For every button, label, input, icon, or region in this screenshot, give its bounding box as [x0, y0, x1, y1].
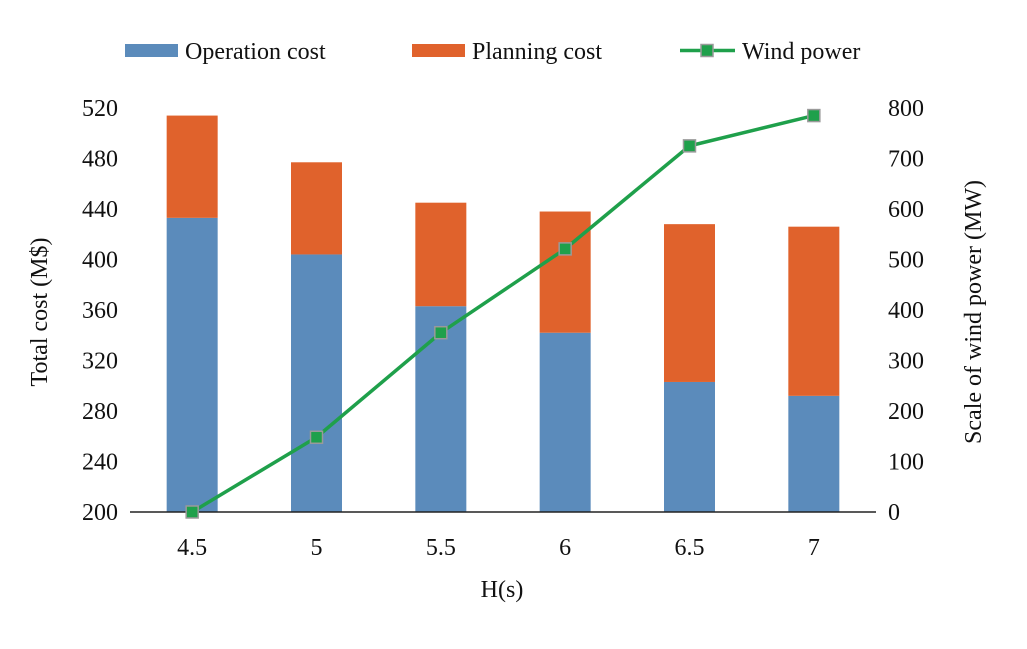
legend-label-planning-cost: Planning cost	[472, 39, 602, 65]
y-axis-title: Total cost (M$)	[27, 238, 53, 387]
wind-power-marker-6	[558, 242, 572, 256]
y2-tick-label: 600	[888, 197, 924, 223]
x-tick-label: 5	[311, 535, 323, 561]
legend-swatch-planning-cost	[412, 44, 465, 57]
y2-tick-label: 400	[888, 298, 924, 324]
y-tick-label: 480	[82, 147, 118, 173]
x-tick-label: 6.5	[675, 535, 705, 561]
x-tick-label: 4.5	[177, 535, 207, 561]
bar-operation-cost-4.5	[166, 217, 218, 512]
y2-tick-label: 500	[888, 248, 924, 274]
wind-power-marker-5	[309, 430, 324, 445]
y-tick-label: 520	[82, 96, 118, 122]
y2-tick-label: 200	[888, 399, 924, 425]
y-tick-label: 280	[82, 399, 118, 425]
wind-power-marker-6.5	[682, 139, 697, 153]
wind-power-line-layer	[185, 108, 821, 519]
y-tick-label: 400	[82, 248, 118, 274]
y-tick-label: 440	[82, 197, 118, 223]
labels-layer: 200 240 280 320 360 400 440 480 520 0 100 200 300 400…	[27, 96, 987, 603]
y2-tick-label: 100	[888, 450, 924, 476]
y2-axis-title: Scale of wind power (MW)	[961, 180, 987, 444]
bar-operation-cost-5	[291, 254, 342, 512]
wind-power-line	[191, 113, 815, 514]
x-tick-label: 7	[808, 535, 820, 561]
y-tick-label: 360	[82, 298, 118, 324]
bar-operation-cost-6	[539, 332, 591, 512]
bar-planning-cost-4.5	[166, 115, 218, 218]
legend-swatch-operation-cost	[125, 44, 178, 57]
y2-tick-label: 700	[888, 147, 924, 173]
bar-operation-cost-7	[788, 395, 840, 512]
wind-power-marker-5.5	[434, 325, 448, 340]
bar-operation-cost-6.5	[664, 381, 715, 512]
bar-planning-cost-6.5	[664, 224, 715, 382]
y-tick-label: 240	[82, 450, 118, 476]
legend-label-wind-power: Wind power	[742, 39, 860, 65]
legend-marker-wind-power	[700, 43, 714, 58]
bars-layer	[166, 115, 840, 512]
legend-label-operation-cost: Operation cost	[185, 39, 326, 65]
bar-planning-cost-5	[291, 162, 342, 255]
bar-planning-cost-6	[539, 211, 591, 333]
bar-planning-cost-5.5	[415, 202, 467, 307]
x-tick-label: 6	[559, 535, 571, 561]
wind-power-marker-4.5	[185, 505, 199, 519]
y2-tick-label: 300	[888, 349, 924, 375]
bar-planning-cost-7	[788, 226, 840, 396]
x-axis-title: H(s)	[481, 577, 524, 603]
y2-tick-label: 0	[888, 500, 900, 526]
legend: Operation cost Planning cost Wind power	[125, 39, 860, 65]
y-tick-label: 320	[82, 349, 118, 375]
y2-tick-label: 800	[888, 96, 924, 122]
bar-operation-cost-5.5	[415, 306, 467, 512]
y-tick-label: 200	[82, 500, 118, 526]
wind-power-marker-7	[807, 108, 821, 123]
x-tick-label: 5.5	[426, 535, 456, 561]
